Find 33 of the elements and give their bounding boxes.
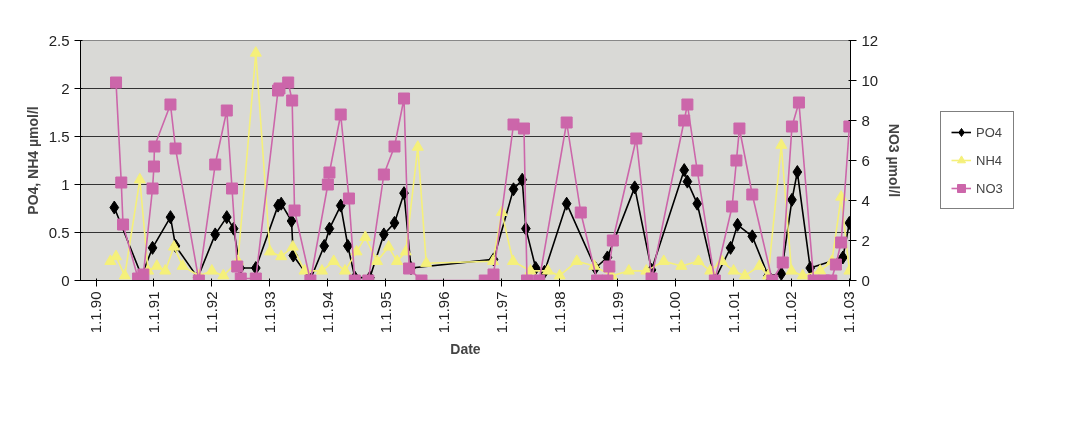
x-tick-label: 1.1.94 xyxy=(318,291,336,334)
y2-tick-label: 6 xyxy=(861,151,870,169)
y-tick-label: 2 xyxy=(61,79,70,97)
x-tick-label: 1.1.91 xyxy=(144,291,162,334)
legend-label: NO3 xyxy=(976,180,1003,196)
x-axis-title: Date xyxy=(450,341,481,358)
y2-tick-label: 4 xyxy=(861,191,870,209)
y-tick-label: 1 xyxy=(61,175,70,193)
y-tick-label: 0 xyxy=(61,271,70,289)
y-tick-label: 2.5 xyxy=(48,31,70,49)
y2-tick-label: 0 xyxy=(861,271,870,289)
x-tick-label: 1.1.93 xyxy=(260,291,278,334)
y-tick-label: 0.5 xyxy=(48,223,70,241)
x-tick-label: 1.1.95 xyxy=(376,291,394,334)
legend-label: NH4 xyxy=(976,152,1003,168)
y2-tick-label: 12 xyxy=(861,31,879,49)
y2-tick-label: 2 xyxy=(861,231,870,249)
y2-tick-label: 8 xyxy=(861,111,870,129)
x-tick-label: 1.1.01 xyxy=(724,291,742,334)
x-tick-label: 1.1.02 xyxy=(782,291,800,334)
legend-label: PO4 xyxy=(976,124,1003,140)
y2-tick-label: 10 xyxy=(861,71,879,89)
x-tick-label: 1.1.97 xyxy=(492,291,510,334)
x-tick-label: 1.1.92 xyxy=(202,291,220,334)
x-tick-label: 1.1.98 xyxy=(550,291,568,334)
x-tick-label: 1.1.90 xyxy=(87,291,105,334)
y2-axis-title: NO3 µmol/l xyxy=(886,123,903,198)
x-tick-label: 1.1.00 xyxy=(666,291,684,334)
x-tick-label: 1.1.96 xyxy=(434,291,452,334)
y-axis-title: PO4, NH4 µmol/l xyxy=(24,106,41,215)
y-tick-label: 1.5 xyxy=(48,127,70,145)
x-tick-label: 1.1.03 xyxy=(840,291,858,334)
x-tick-label: 1.1.99 xyxy=(608,291,626,334)
